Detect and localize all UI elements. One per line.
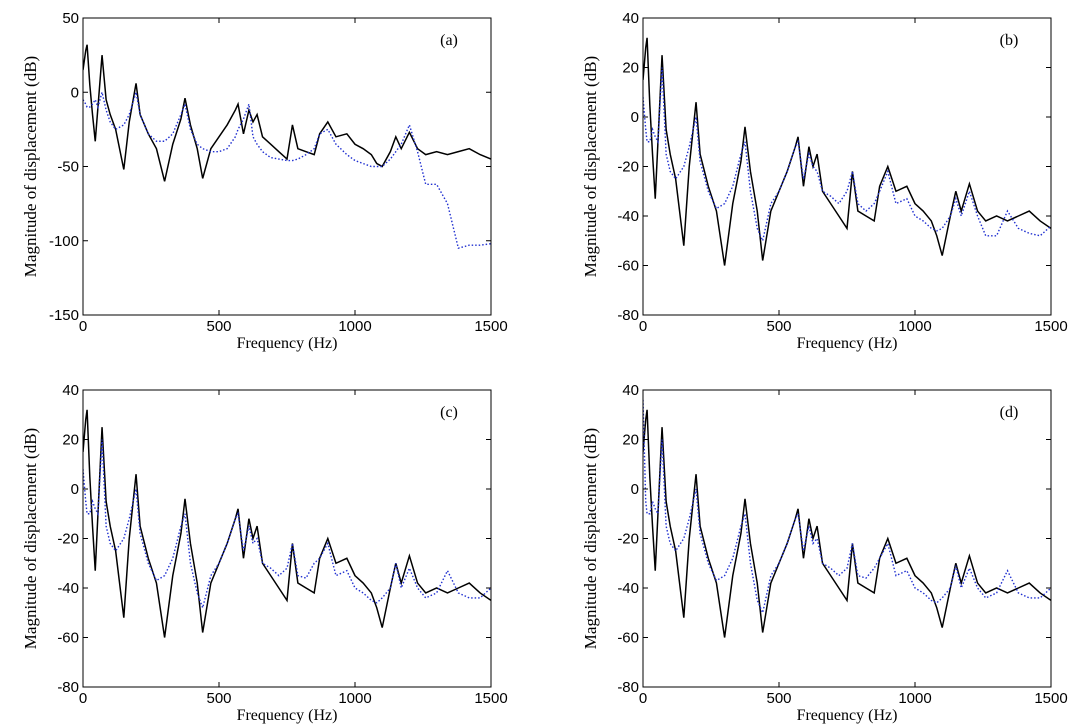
y-tick-label: -40	[57, 580, 79, 597]
y-tick-label: -20	[617, 159, 639, 176]
annotation: (d)	[1000, 404, 1019, 421]
x-tick-label: 1500	[1034, 690, 1067, 707]
y-tick-label: -40	[617, 580, 639, 597]
x-axis-label: Frequency (Hz)	[237, 335, 338, 352]
y-tick-label: -50	[57, 159, 79, 176]
y-tick-label: -60	[617, 630, 639, 647]
y-tick-label: -150	[49, 307, 79, 324]
x-tick-label: 1500	[1034, 318, 1067, 335]
annotation: (c)	[440, 404, 458, 421]
subplot: 0 500 1000 1500 -150 -100 -50 0 50 Frequency (Hz)…	[21, 10, 508, 352]
y-axis-label: Magnitude of displacement (dB)	[581, 56, 600, 277]
y-tick-label: 20	[622, 432, 639, 449]
y-tick-label: -80	[57, 679, 79, 696]
y-tick-label: -100	[49, 233, 79, 250]
y-tick-label: -40	[617, 208, 639, 225]
x-tick-label: 500	[206, 690, 231, 707]
y-tick-label: 0	[71, 84, 79, 101]
y-tick-label: -20	[57, 531, 79, 548]
subplot: 0 500 1000 1500 -80 -60 -40 -20 0 20 40 Frequency (…	[581, 382, 1068, 724]
y-tick-label: -60	[57, 630, 79, 647]
y-axis-label: Magnitude of displacement (dB)	[21, 56, 40, 277]
x-axis-label: Frequency (Hz)	[797, 707, 898, 724]
x-tick-label: 500	[766, 318, 791, 335]
annotation: (a)	[440, 32, 458, 49]
series-line	[643, 67, 1051, 243]
y-tick-label: 0	[631, 481, 639, 498]
y-tick-label: 40	[622, 10, 639, 27]
series-line	[643, 37, 1051, 266]
x-tick-label: 1000	[338, 690, 371, 707]
y-tick-label: 50	[62, 10, 79, 27]
x-tick-label: 1500	[474, 690, 507, 707]
x-axis-label: Frequency (Hz)	[797, 335, 898, 352]
y-tick-label: -60	[617, 258, 639, 275]
x-tick-label: 0	[79, 690, 87, 707]
x-tick-label: 500	[766, 690, 791, 707]
subplot: 0 500 1000 1500 -80 -60 -40 -20 0 20 40 Frequency (…	[581, 10, 1068, 352]
subplot: 0 500 1000 1500 -80 -60 -40 -20 0 20 40 Frequency (…	[21, 382, 508, 724]
x-tick-label: 0	[639, 318, 647, 335]
annotation: (b)	[1000, 32, 1019, 49]
y-axis-label: Magnitude of displacement (dB)	[21, 428, 40, 649]
y-tick-label: -80	[617, 679, 639, 696]
y-tick-label: 40	[622, 382, 639, 399]
x-tick-label: 1000	[898, 318, 931, 335]
y-tick-label: 0	[71, 481, 79, 498]
axes-background	[643, 390, 1051, 687]
series-line	[643, 399, 1051, 615]
y-tick-label: 0	[631, 109, 639, 126]
x-tick-label: 1500	[474, 318, 507, 335]
series-line	[83, 439, 491, 611]
axes-background	[83, 18, 491, 315]
x-tick-label: 1000	[338, 318, 371, 335]
x-tick-label: 500	[206, 318, 231, 335]
y-tick-label: 20	[622, 60, 639, 77]
axes-background	[83, 390, 491, 687]
y-tick-label: 40	[62, 382, 79, 399]
y-tick-label: -80	[617, 307, 639, 324]
series-line	[83, 92, 491, 250]
x-tick-label: 1000	[898, 690, 931, 707]
series-line	[83, 44, 491, 182]
x-axis-label: Frequency (Hz)	[237, 707, 338, 724]
y-axis-label: Magnitude of displacement (dB)	[581, 428, 600, 649]
x-tick-label: 0	[639, 690, 647, 707]
series-line	[643, 409, 1051, 638]
y-tick-label: -20	[617, 531, 639, 548]
y-tick-label: 20	[62, 432, 79, 449]
x-tick-label: 0	[79, 318, 87, 335]
axes-background	[643, 18, 1051, 315]
